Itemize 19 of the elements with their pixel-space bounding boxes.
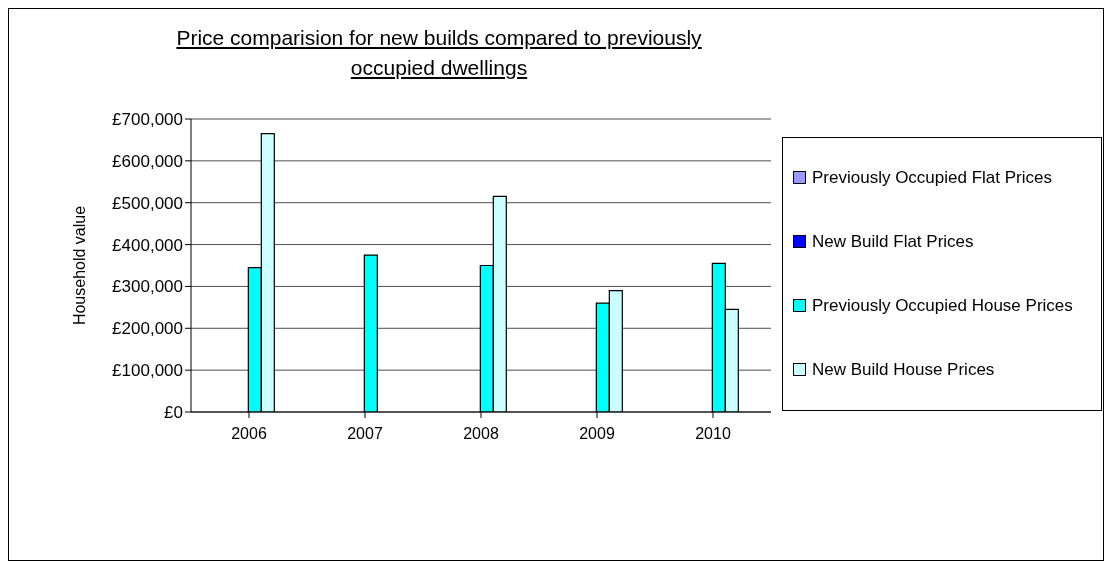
x-tick-label: 2008 — [463, 425, 499, 443]
y-tick-label: £700,000 — [112, 110, 183, 130]
y-tick-label: £600,000 — [112, 151, 183, 171]
legend-label: New Build Flat Prices — [812, 231, 974, 253]
y-tick-label: £100,000 — [112, 361, 183, 381]
y-tick-label: £0 — [164, 403, 183, 423]
y-tick-label: £200,000 — [112, 319, 183, 339]
legend-label: Previously Occupied Flat Prices — [812, 167, 1052, 189]
y-tick-label: £400,000 — [112, 235, 183, 255]
x-tick-label: 2009 — [579, 425, 615, 443]
x-tick-label: 2006 — [231, 425, 267, 443]
legend-label: Previously Occupied House Prices — [812, 295, 1073, 317]
legend-label: New Build House Prices — [812, 359, 995, 381]
y-axis-title: Household value — [70, 205, 88, 326]
chart-title: Price comparision for new builds compared to previously occupied dwellings — [175, 25, 703, 81]
y-tick-label: £300,000 — [112, 277, 183, 297]
x-tick-label: 2010 — [695, 425, 731, 443]
x-tick-label: 2007 — [347, 425, 383, 443]
y-tick-label: £500,000 — [112, 193, 183, 213]
